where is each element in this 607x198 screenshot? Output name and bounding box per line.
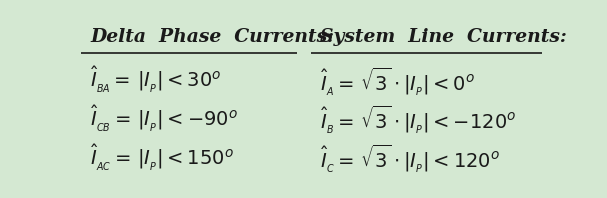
Text: $\hat{I}_{_{C}} = \,\sqrt{3}\cdot|I_{_P}|{<}120^{o}$: $\hat{I}_{_{C}} = \,\sqrt{3}\cdot|I_{_P}… [320,143,501,175]
Text: $\hat{I}_{_{B}} = \,\sqrt{3}\cdot|I_{_P}|{<}{-}120^{o}$: $\hat{I}_{_{B}} = \,\sqrt{3}\cdot|I_{_P}… [320,103,517,136]
Text: $\hat{I}_{_{BA}} = \,|I_{_P}|{<}30^{o}$: $\hat{I}_{_{BA}} = \,|I_{_P}|{<}30^{o}$ [90,65,222,95]
Text: $\hat{I}_{_{CB}} = \,|I_{_P}|{<}{-}90^{o}$: $\hat{I}_{_{CB}} = \,|I_{_P}|{<}{-}90^{o… [90,103,238,134]
Text: System  Line  Currents:: System Line Currents: [320,28,568,46]
Text: $\hat{I}_{_{A}} = \,\sqrt{3}\cdot|I_{_P}|{<}0^{o}$: $\hat{I}_{_{A}} = \,\sqrt{3}\cdot|I_{_P}… [320,65,476,98]
Text: $\hat{I}_{_{AC}} = \,|I_{_P}|{<}150^{o}$: $\hat{I}_{_{AC}} = \,|I_{_P}|{<}150^{o}$ [90,143,234,173]
Text: Delta  Phase  Currents:: Delta Phase Currents: [90,28,334,46]
